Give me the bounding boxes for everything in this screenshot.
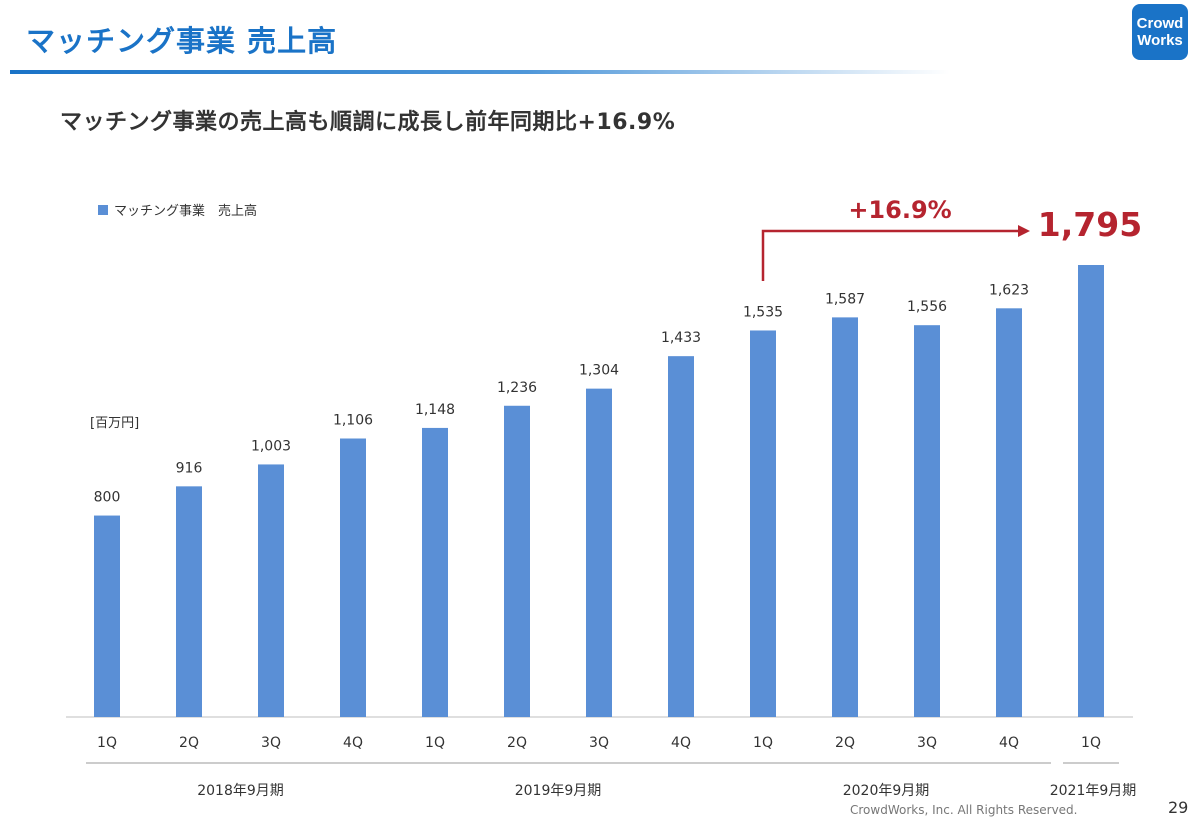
page-number: 29 [1168, 798, 1189, 817]
x-tick-label: 2Q [835, 735, 855, 751]
bar [914, 325, 940, 717]
bar [668, 356, 694, 717]
x-tick-label: 2Q [507, 735, 527, 751]
legend-swatch [98, 204, 108, 215]
bar [504, 405, 530, 717]
logo-text-line1: Crowd [1136, 15, 1184, 32]
growth-arrow-head [1018, 225, 1030, 237]
chart-legend: マッチング事業 売上高 [98, 200, 257, 219]
bar-value-label: 1,587 [825, 291, 865, 307]
bar [258, 464, 284, 717]
period-label: 2018年9月期 [197, 783, 284, 799]
slide-subtitle: マッチング事業の売上高も順調に成長し前年同期比+16.9% [60, 110, 676, 135]
x-tick-label: 2Q [179, 735, 199, 751]
bar-value-label: 1,535 [743, 304, 783, 320]
bar-value-label: 1,556 [907, 299, 947, 315]
x-tick-label: 3Q [589, 735, 609, 751]
page-title: マッチング事業 売上高 [26, 24, 338, 58]
period-label: 2019年9月期 [515, 783, 602, 799]
bar-value-label: 1,304 [579, 363, 619, 379]
bar [750, 330, 776, 717]
bar [340, 438, 366, 717]
legend-label: マッチング事業 売上高 [114, 204, 258, 219]
copyright-footer: CrowdWorks, Inc. All Rights Reserved. [850, 803, 1078, 817]
bar [1078, 265, 1104, 717]
unit-label: [百万円] [90, 416, 140, 431]
highlight-value-label: 1,795 [1037, 205, 1143, 244]
x-tick-label: 4Q [671, 735, 691, 751]
bar [832, 317, 858, 717]
x-tick-label: 1Q [1081, 735, 1101, 751]
x-tick-label: 4Q [999, 735, 1019, 751]
period-label: 2021年9月期 [1050, 783, 1137, 799]
bar-value-label: 1,236 [497, 380, 537, 396]
bar [94, 515, 120, 717]
bar-value-label: 1,623 [989, 282, 1029, 298]
logo-text-line2: Works [1137, 32, 1183, 49]
bar-value-label: 1,148 [415, 402, 455, 418]
bar [586, 388, 612, 717]
x-tick-label: 1Q [97, 735, 117, 751]
x-tick-label: 1Q [753, 735, 773, 751]
title-underline [10, 70, 950, 74]
crowdworks-logo: Crowd Works [1132, 4, 1188, 60]
x-tick-label: 4Q [343, 735, 363, 751]
x-tick-label: 1Q [425, 735, 445, 751]
bar-value-label: 1,433 [661, 330, 701, 346]
x-tick-label: 3Q [917, 735, 937, 751]
growth-arrow-line [761, 229, 1018, 281]
bar [422, 427, 448, 717]
bar-value-label: 1,003 [251, 438, 291, 454]
growth-annotation-label: +16.9% [848, 196, 952, 224]
bar [176, 486, 202, 717]
x-tick-label: 3Q [261, 735, 281, 751]
bar-value-label: 916 [176, 460, 203, 476]
bar-value-label: 800 [94, 490, 121, 506]
bar [996, 308, 1022, 717]
period-label: 2020年9月期 [843, 783, 930, 799]
bar-value-label: 1,106 [333, 412, 373, 428]
